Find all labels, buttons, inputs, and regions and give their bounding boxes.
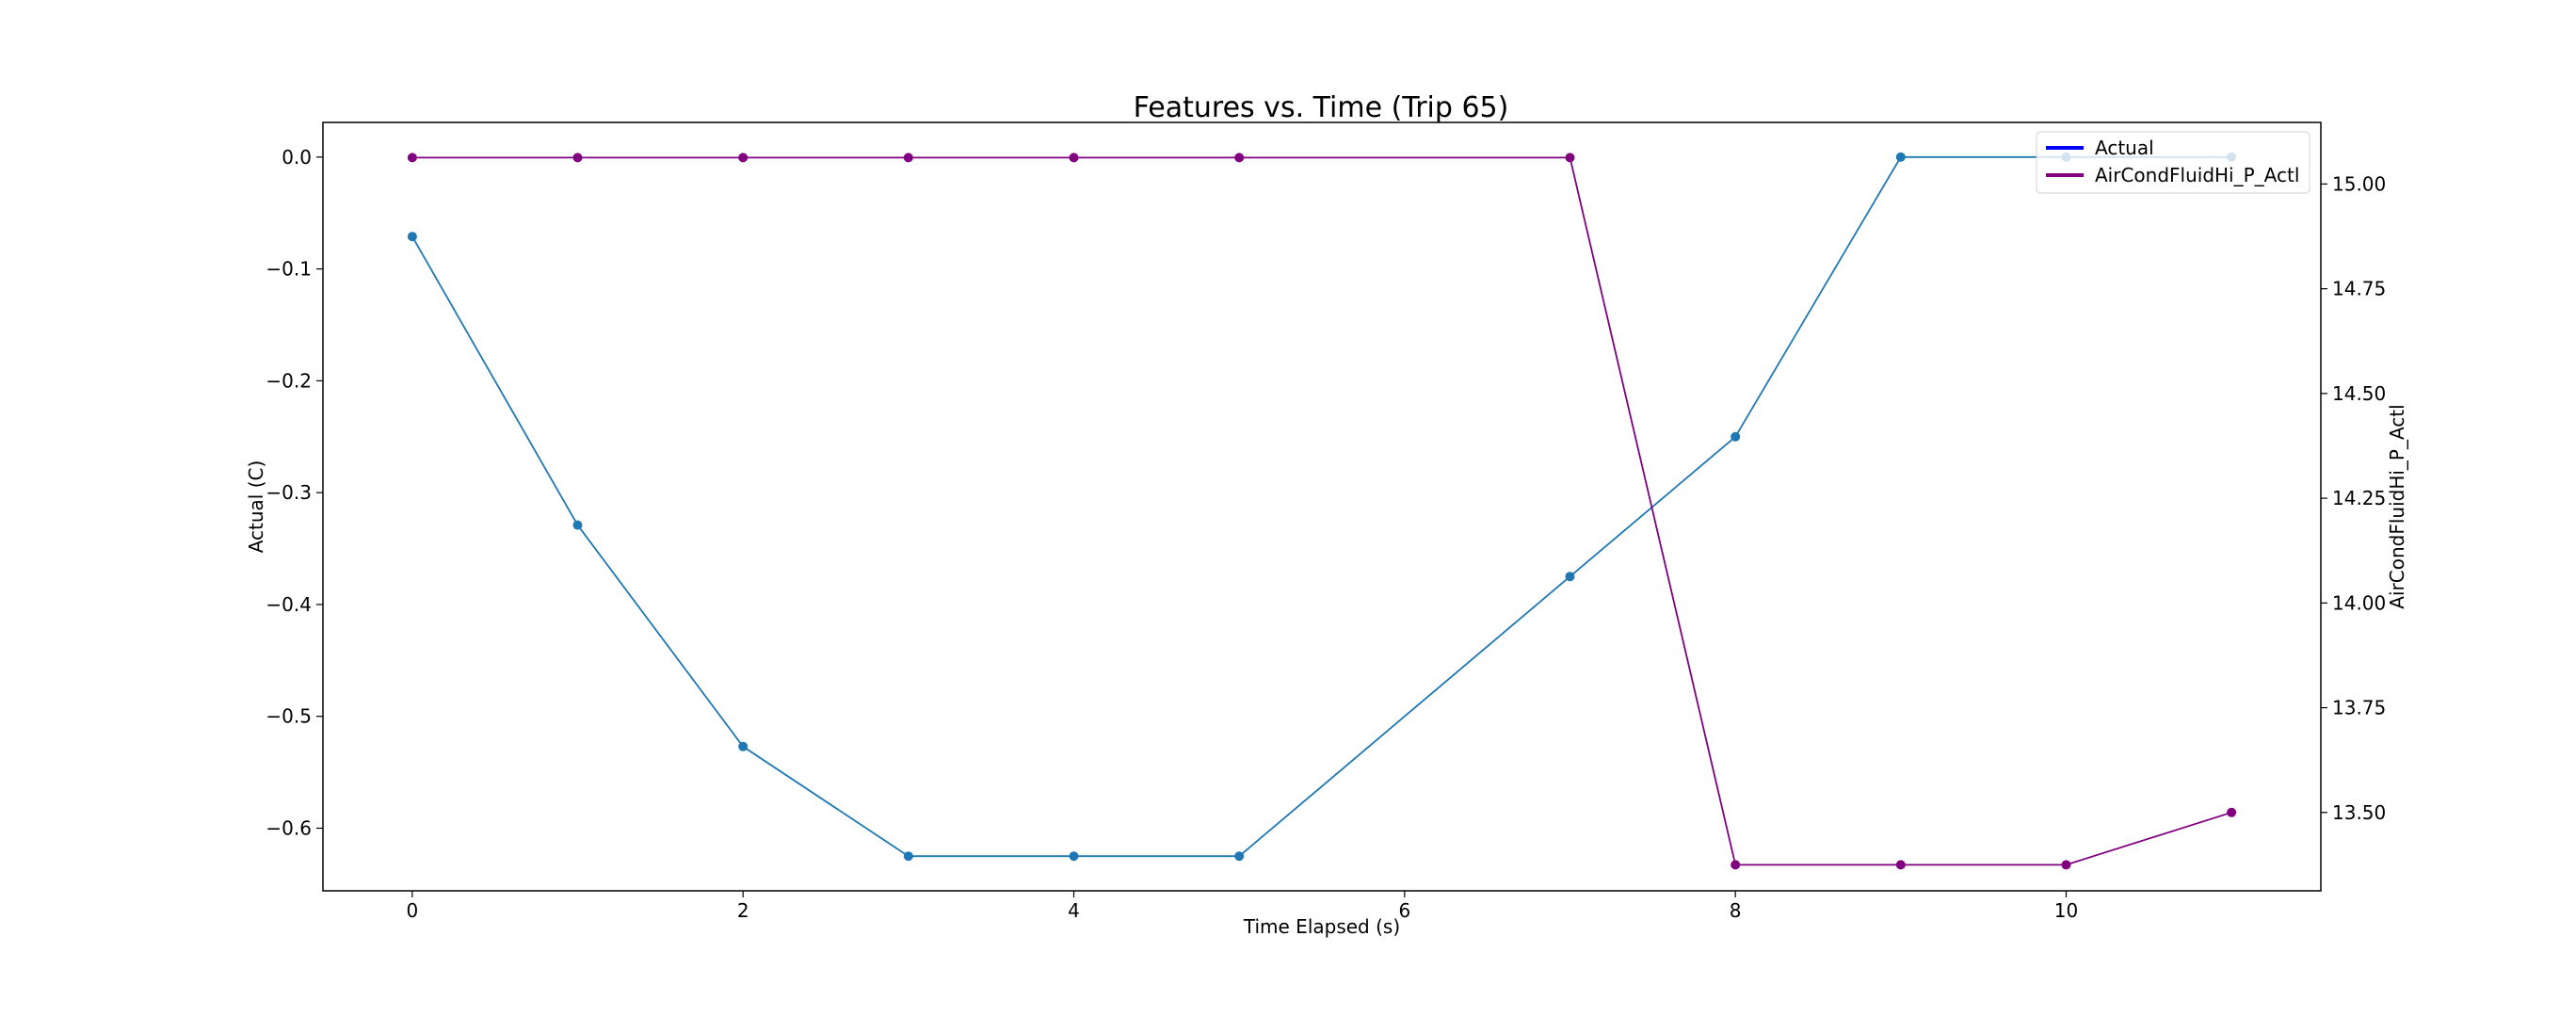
- y-tick-label-right: 14.50: [2332, 382, 2386, 405]
- axes: 0 2 4 6 8 10 0.0 −0.1 −0.2 −0.3 −0.4 −0.5 −0.6 15.00 1…: [266, 146, 2386, 922]
- data-point-actual: [1731, 431, 1741, 442]
- data-point-actual: [738, 741, 749, 751]
- data-point-actual: [903, 851, 913, 862]
- x-tick-label: 4: [1068, 899, 1080, 922]
- data-point-aircond: [407, 153, 417, 163]
- data-point-aircond: [1069, 153, 1079, 163]
- y-tick-label-right: 14.00: [2332, 591, 2386, 614]
- data-point-aircond: [1234, 153, 1245, 163]
- x-tick-label: 10: [2054, 899, 2078, 922]
- plot-area: [407, 152, 2237, 870]
- y-tick-label-left: 0.0: [282, 146, 312, 169]
- data-point-aircond: [572, 153, 583, 163]
- data-point-actual: [572, 520, 583, 530]
- data-point-aircond: [1895, 860, 1906, 870]
- legend: Actual AirCondFluidHi_P_Actl: [2036, 131, 2310, 194]
- y-tick-label-left: −0.2: [266, 369, 312, 392]
- chart-title: Features vs. Time (Trip 65): [1134, 91, 1509, 124]
- data-point-actual: [1069, 851, 1079, 862]
- y-tick-label-left: −0.4: [266, 593, 312, 616]
- data-point-actual: [1565, 572, 1575, 582]
- x-tick-label: 0: [406, 899, 418, 922]
- data-point-aircond: [903, 153, 913, 163]
- legend-label-aircond: AirCondFluidHi_P_Actl: [2095, 164, 2299, 186]
- data-point-actual: [1895, 152, 1906, 162]
- data-point-aircond: [1565, 153, 1575, 163]
- data-point-aircond: [2227, 807, 2237, 817]
- x-tick-label: 2: [737, 899, 749, 922]
- y-tick-label-right: 13.50: [2332, 801, 2386, 824]
- y-tick-label-left: −0.5: [266, 705, 312, 728]
- y-tick-label-right: 13.75: [2332, 697, 2386, 719]
- x-axis-label: Time Elapsed (s): [1243, 915, 1400, 938]
- x-tick-label: 6: [1398, 899, 1410, 922]
- y-axis-label-left: Actual (C): [245, 460, 267, 554]
- y-axis-label-right: AirCondFluidHi_P_Actl: [2386, 404, 2408, 608]
- legend-label-actual: Actual: [2095, 137, 2154, 159]
- y-tick-label-left: −0.3: [266, 481, 312, 504]
- data-point-actual: [407, 232, 417, 242]
- data-point-aircond: [2061, 860, 2071, 870]
- legend-box: [2036, 131, 2310, 194]
- data-point-actual: [1234, 851, 1245, 862]
- plot-frame: [322, 121, 2322, 892]
- y-tick-label-left: −0.1: [266, 258, 312, 281]
- data-point-aircond: [1731, 860, 1741, 870]
- y-tick-label-right: 15.00: [2332, 172, 2386, 195]
- y-tick-label-right: 14.25: [2332, 487, 2386, 509]
- x-tick-label: 8: [1730, 899, 1742, 922]
- data-point-aircond: [738, 153, 749, 163]
- y-tick-label-left: −0.6: [266, 816, 312, 839]
- y-tick-label-right: 14.75: [2332, 278, 2386, 300]
